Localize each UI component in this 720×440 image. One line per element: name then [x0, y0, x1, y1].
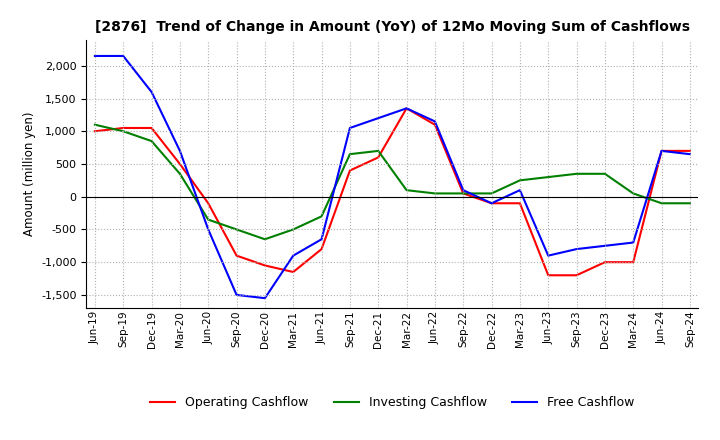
Operating Cashflow — [657, 148, 666, 154]
Investing Cashflow — [685, 201, 694, 206]
Investing Cashflow — [204, 217, 212, 222]
Investing Cashflow — [91, 122, 99, 127]
Free Cashflow — [600, 243, 609, 249]
Free Cashflow — [261, 296, 269, 301]
Line: Investing Cashflow: Investing Cashflow — [95, 125, 690, 239]
Operating Cashflow — [318, 246, 326, 252]
Investing Cashflow — [289, 227, 297, 232]
Free Cashflow — [516, 187, 524, 193]
Free Cashflow — [176, 148, 184, 154]
Operating Cashflow — [119, 125, 127, 131]
Operating Cashflow — [91, 128, 99, 134]
Investing Cashflow — [572, 171, 581, 176]
Operating Cashflow — [629, 260, 637, 265]
Free Cashflow — [629, 240, 637, 245]
Line: Free Cashflow: Free Cashflow — [95, 56, 690, 298]
Free Cashflow — [544, 253, 552, 258]
Legend: Operating Cashflow, Investing Cashflow, Free Cashflow: Operating Cashflow, Investing Cashflow, … — [145, 392, 639, 414]
Operating Cashflow — [516, 201, 524, 206]
Investing Cashflow — [516, 178, 524, 183]
Free Cashflow — [148, 89, 156, 95]
Operating Cashflow — [204, 201, 212, 206]
Investing Cashflow — [657, 201, 666, 206]
Free Cashflow — [204, 227, 212, 232]
Operating Cashflow — [261, 263, 269, 268]
Free Cashflow — [459, 187, 467, 193]
Investing Cashflow — [233, 227, 241, 232]
Operating Cashflow — [233, 253, 241, 258]
Operating Cashflow — [148, 125, 156, 131]
Operating Cashflow — [176, 161, 184, 167]
Investing Cashflow — [629, 191, 637, 196]
Investing Cashflow — [487, 191, 496, 196]
Free Cashflow — [402, 106, 411, 111]
Investing Cashflow — [402, 187, 411, 193]
Operating Cashflow — [600, 260, 609, 265]
Investing Cashflow — [176, 171, 184, 176]
Investing Cashflow — [431, 191, 439, 196]
Free Cashflow — [572, 246, 581, 252]
Operating Cashflow — [346, 168, 354, 173]
Y-axis label: Amount (million yen): Amount (million yen) — [22, 112, 35, 236]
Operating Cashflow — [431, 122, 439, 127]
Investing Cashflow — [544, 174, 552, 180]
Operating Cashflow — [402, 106, 411, 111]
Free Cashflow — [318, 237, 326, 242]
Operating Cashflow — [289, 269, 297, 275]
Investing Cashflow — [459, 191, 467, 196]
Free Cashflow — [289, 253, 297, 258]
Title: [2876]  Trend of Change in Amount (YoY) of 12Mo Moving Sum of Cashflows: [2876] Trend of Change in Amount (YoY) o… — [95, 20, 690, 34]
Investing Cashflow — [346, 151, 354, 157]
Operating Cashflow — [685, 148, 694, 154]
Operating Cashflow — [374, 155, 382, 160]
Investing Cashflow — [374, 148, 382, 154]
Operating Cashflow — [572, 273, 581, 278]
Free Cashflow — [119, 53, 127, 59]
Free Cashflow — [685, 151, 694, 157]
Free Cashflow — [346, 125, 354, 131]
Investing Cashflow — [261, 237, 269, 242]
Free Cashflow — [233, 292, 241, 297]
Free Cashflow — [431, 119, 439, 124]
Free Cashflow — [657, 148, 666, 154]
Investing Cashflow — [600, 171, 609, 176]
Investing Cashflow — [148, 139, 156, 144]
Free Cashflow — [374, 116, 382, 121]
Operating Cashflow — [544, 273, 552, 278]
Investing Cashflow — [119, 128, 127, 134]
Operating Cashflow — [487, 201, 496, 206]
Free Cashflow — [91, 53, 99, 59]
Investing Cashflow — [318, 214, 326, 219]
Operating Cashflow — [459, 191, 467, 196]
Line: Operating Cashflow: Operating Cashflow — [95, 108, 690, 275]
Free Cashflow — [487, 201, 496, 206]
